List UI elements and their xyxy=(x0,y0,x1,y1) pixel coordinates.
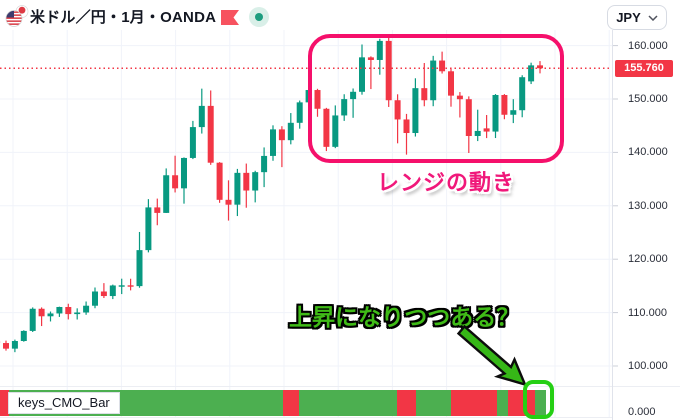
chart-header: 米ドル／円・1月・OANDA JPY xyxy=(0,0,680,30)
cmo-bar-segment xyxy=(451,390,497,416)
symbol-title[interactable]: 米ドル／円・1月・OANDA xyxy=(30,9,217,26)
price-tick-label: 120.000 xyxy=(628,253,668,266)
cmo-bar-segment xyxy=(416,390,451,416)
price-tick-label: 100.000 xyxy=(628,360,668,372)
range-annotation-box xyxy=(308,34,564,163)
range-annotation-label: レンジの動き xyxy=(377,170,516,195)
uptrend-annotation-label: 上昇になりつつある？ xyxy=(289,304,520,330)
indicator-highlight-box xyxy=(523,380,554,419)
price-tick-label: 130.000 xyxy=(628,199,668,212)
current-price-label: 155.760 xyxy=(615,59,673,77)
cmo-bar-segment xyxy=(497,390,508,416)
usdjpy-flags-icon xyxy=(5,5,29,27)
chevron-down-icon xyxy=(648,14,658,21)
price-axis[interactable]: 160.000 150.000 140.000 130.000 120.000 110.0… xyxy=(613,0,680,420)
price-tick-label: 110.000 xyxy=(628,306,667,319)
status-dot-inner xyxy=(255,13,263,21)
flag-icon[interactable] xyxy=(221,10,239,25)
price-tick-label: 140.000 xyxy=(628,146,668,159)
price-tick-label: 160.000 xyxy=(628,39,668,52)
cmo-bar-segment xyxy=(397,390,416,416)
currency-dropdown[interactable]: JPY xyxy=(607,5,667,30)
indicator-label[interactable]: keys_CMO_Bar xyxy=(8,392,120,414)
currency-label: JPY xyxy=(616,10,641,25)
indicator-axis-zero-label: 0.000 xyxy=(628,406,656,418)
price-tick-label: 150.000 xyxy=(628,93,668,105)
cmo-bar-segment xyxy=(283,390,299,416)
cmo-bar-segment xyxy=(299,390,397,416)
market-status-icon[interactable] xyxy=(249,7,269,27)
